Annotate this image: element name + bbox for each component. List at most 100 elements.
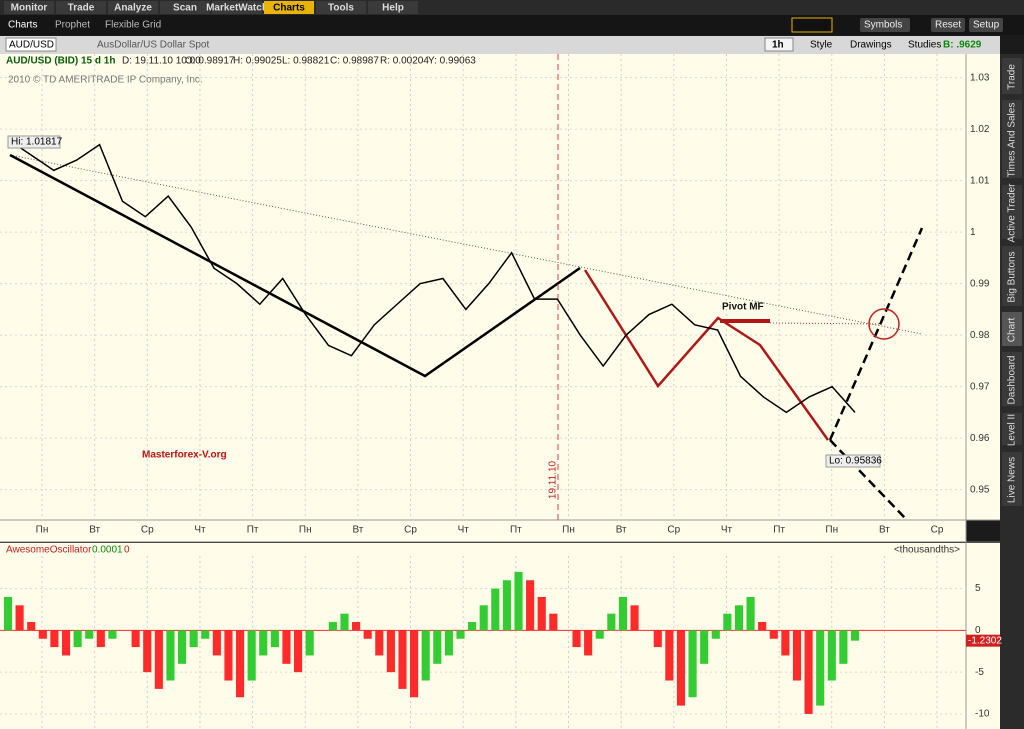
osc-bar	[479, 605, 488, 631]
info-item: R: 0.00204	[380, 56, 429, 67]
osc-bar	[212, 630, 221, 656]
trend-line	[583, 269, 830, 441]
osc-bar	[723, 613, 732, 631]
menu-tab[interactable]	[108, 1, 158, 14]
high-label-box	[7, 135, 61, 149]
info-item: O: 0.98917	[185, 56, 235, 67]
osc-bar	[584, 630, 593, 656]
interval-button[interactable]	[764, 37, 794, 52]
side-tab-label[interactable]: Big Buttons	[1007, 251, 1018, 302]
side-tab-label[interactable]: Live News	[1007, 457, 1018, 503]
osc-bar	[386, 630, 395, 673]
symbol-description: AusDollar/US Dollar Spot	[97, 40, 209, 51]
x-tick-label: Вт	[89, 525, 100, 536]
menu-tab[interactable]	[160, 1, 210, 14]
menu-tab[interactable]	[316, 1, 366, 14]
menu-tab[interactable]	[264, 1, 314, 14]
low-label: Lo: 0.95836	[829, 456, 882, 467]
side-tab[interactable]	[1002, 312, 1022, 346]
osc-bar	[526, 580, 535, 631]
menu-tab[interactable]	[56, 1, 106, 14]
menu-tab-label[interactable]: Monitor	[11, 3, 48, 14]
toolbar-button[interactable]	[860, 18, 910, 32]
osc-bar	[27, 622, 36, 631]
osc-bar	[758, 622, 767, 631]
osc-bar	[73, 630, 82, 648]
chart-title: AUD/USD (BID) 15 d 1h	[6, 56, 115, 67]
x-tick-label: Ср	[404, 525, 417, 536]
toolbar-button[interactable]	[931, 18, 965, 32]
side-tab[interactable]	[1002, 58, 1022, 94]
osc-bar	[653, 630, 662, 648]
copyright: 2010 © TD AMERITRADE IP Company, Inc.	[8, 75, 203, 86]
menu-tab-label[interactable]: Help	[382, 3, 404, 14]
osc-bar	[433, 630, 442, 664]
subtab[interactable]: Prophet	[55, 20, 90, 31]
osc-unit: <thousandths>	[894, 545, 960, 556]
side-tab-label[interactable]: Active Trader	[1007, 183, 1018, 243]
price-line	[7, 138, 856, 414]
osc-bar	[781, 630, 790, 656]
osc-bar	[572, 630, 581, 648]
menu-tab[interactable]	[4, 1, 54, 14]
toolbar-button[interactable]	[969, 18, 1003, 32]
y-tick-label: 1	[970, 227, 976, 238]
osc-bar	[294, 630, 303, 673]
y-tick-label: 1.03	[970, 72, 990, 83]
trend-line	[829, 439, 906, 519]
menu-tab[interactable]	[212, 1, 262, 14]
menu-tab-label[interactable]: Tools	[328, 3, 354, 14]
pivot-line	[769, 322, 885, 325]
menu-tab-label[interactable]: Analyze	[114, 3, 152, 14]
watermark: Masterforex-V.org	[142, 450, 227, 461]
osc-bar	[340, 613, 349, 631]
osc-title: AwesomeOscillator	[6, 545, 92, 556]
osc-bar	[270, 630, 279, 648]
osc-bar	[491, 588, 500, 631]
menu-tab-label[interactable]: MarketWatch	[206, 3, 268, 14]
menu-tab-label[interactable]: Charts	[273, 3, 305, 14]
side-tab[interactable]	[1002, 246, 1022, 306]
last-value-box	[966, 634, 1000, 647]
y-tick-label: 1.01	[970, 175, 990, 186]
osc-bar	[85, 630, 94, 639]
y-tick-label: 1.02	[970, 124, 990, 135]
symbol[interactable]: AUD/USD	[9, 40, 54, 51]
osc-bar	[676, 630, 686, 706]
side-tab-label[interactable]: Trade	[1007, 64, 1018, 90]
interval[interactable]: 1h	[772, 40, 784, 51]
side-tab[interactable]	[1002, 413, 1022, 445]
subtab[interactable]: Charts	[8, 20, 37, 31]
symbol-field[interactable]	[5, 37, 57, 52]
date-marker-label: 19.11.10	[548, 460, 559, 499]
field	[791, 17, 833, 33]
osc-bar	[711, 630, 720, 639]
side-tab[interactable]	[1002, 352, 1022, 406]
osc-bar	[607, 613, 616, 631]
info-item: Y: 0.99063	[428, 56, 476, 67]
side-tab-label[interactable]: Times And Sales	[1007, 103, 1018, 178]
symbol-bar-button[interactable]: Drawings	[850, 40, 892, 51]
toolbar-button-label[interactable]: Symbols	[864, 20, 902, 31]
toolbar-button-label[interactable]: Reset	[935, 20, 961, 31]
side-tab[interactable]	[1002, 100, 1022, 178]
menu-tab[interactable]	[368, 1, 418, 14]
x-tick-label: Чт	[721, 525, 733, 536]
trend-line	[828, 227, 924, 441]
side-tab[interactable]	[1002, 185, 1022, 239]
side-tab-label[interactable]: Level II	[1007, 414, 1018, 446]
symbol-bar-button[interactable]: Style	[810, 40, 833, 51]
menu-tab-label[interactable]: Scan	[173, 3, 197, 14]
y-tick-label: 0.95	[970, 484, 990, 495]
osc-bar	[3, 596, 13, 631]
toolbar-button-label[interactable]: Setup	[973, 20, 1000, 31]
symbol-bar-button[interactable]: Studies	[908, 40, 941, 51]
side-tab-label[interactable]: Dashboard	[1007, 356, 1018, 405]
subtab[interactable]: Flexible Grid	[105, 20, 161, 31]
osc-bar	[839, 630, 848, 664]
menu-tab-label[interactable]: Trade	[68, 3, 95, 14]
osc-bar	[827, 630, 836, 681]
side-tab-label[interactable]: Chart	[1007, 318, 1018, 343]
side-tab[interactable]	[1002, 452, 1022, 506]
